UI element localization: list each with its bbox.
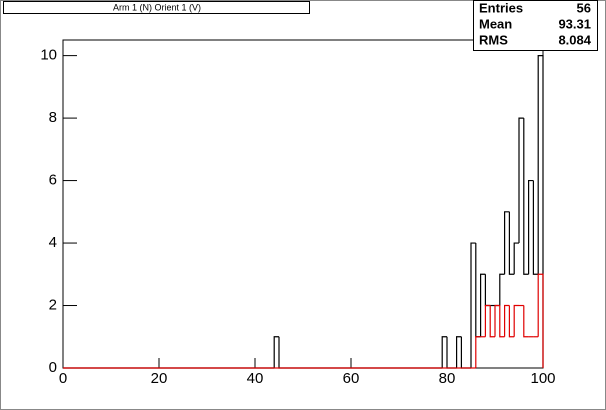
stat-label: Mean — [479, 16, 512, 31]
histogram-step — [504, 211, 510, 275]
histogram-step — [499, 273, 505, 306]
y-tick-label: 6 — [49, 172, 57, 189]
stat-value: 56 — [577, 0, 591, 15]
y-tick-label: 8 — [49, 109, 57, 126]
x-tick-label: 100 — [530, 370, 555, 387]
histogram-step — [273, 336, 279, 368]
stats-box — [473, 0, 598, 51]
histogram-step — [532, 180, 539, 275]
y-tick-label: 4 — [49, 234, 57, 251]
histogram-step — [499, 305, 505, 338]
histogram-step — [504, 304, 510, 337]
histogram-step — [470, 242, 476, 368]
x-tick-label: 80 — [439, 370, 456, 387]
chart-title: Arm 1 (N) Orient 1 (V) — [113, 2, 201, 12]
histogram-step — [441, 336, 447, 368]
y-tick-label: 0 — [49, 359, 57, 376]
histogram-step — [537, 55, 544, 368]
histogram-step — [513, 304, 519, 337]
histogram-step — [494, 304, 500, 337]
histogram-step — [513, 242, 519, 275]
stat-label: Entries — [479, 0, 523, 15]
histogram-step — [508, 305, 515, 338]
histogram-step — [508, 211, 515, 275]
x-tick-label: 40 — [247, 370, 264, 387]
y-tick-label: 2 — [49, 296, 57, 313]
y-tick-label: 10 — [40, 47, 57, 64]
stat-value: 93.31 — [558, 16, 591, 31]
histogram-step — [489, 305, 495, 338]
stat-value: 8.084 — [558, 32, 591, 47]
plot-frame — [62, 39, 544, 369]
x-tick-label: 0 — [59, 370, 67, 387]
histogram-step — [484, 304, 491, 337]
histogram-step — [475, 336, 481, 368]
histogram-step — [518, 117, 524, 244]
histogram-step — [523, 305, 529, 338]
title-box — [3, 1, 310, 14]
histogram-step — [456, 336, 462, 368]
histogram-step — [480, 273, 486, 337]
stat-label: RMS — [479, 32, 508, 47]
histogram-step — [528, 179, 534, 275]
histogram-step — [523, 118, 529, 275]
x-tick-label: 60 — [343, 370, 360, 387]
x-tick-label: 20 — [151, 370, 168, 387]
histogram-step — [537, 273, 544, 368]
